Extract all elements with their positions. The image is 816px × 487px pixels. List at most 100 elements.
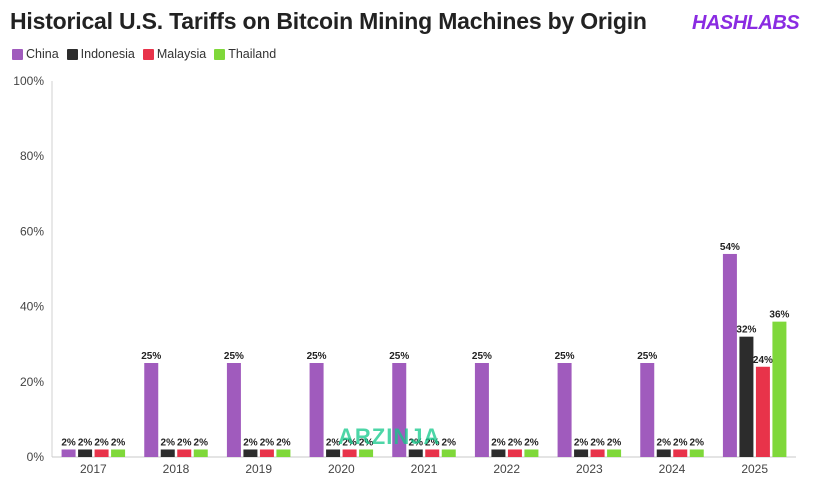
legend-item-indonesia: Indonesia <box>66 47 135 61</box>
data-label: 25% <box>637 351 657 362</box>
bar-china <box>309 363 324 457</box>
data-label: 2% <box>276 437 291 448</box>
data-label: 2% <box>243 437 258 448</box>
chart-legend: China Indonesia Malaysia Thailand <box>12 47 276 61</box>
bar-malaysia <box>259 449 274 457</box>
legend-label-china: China <box>26 47 59 61</box>
x-tick-label: 2025 <box>741 462 768 476</box>
bar-china <box>226 363 241 457</box>
bar-indonesia <box>656 449 671 457</box>
bar-china <box>61 449 76 457</box>
x-tick-label: 2023 <box>576 462 603 476</box>
bar-malaysia <box>342 449 357 457</box>
bar-indonesia <box>408 449 423 457</box>
legend-swatch-china <box>12 48 23 60</box>
x-tick-label: 2021 <box>411 462 438 476</box>
data-label: 2% <box>94 437 109 448</box>
data-label: 2% <box>425 437 440 448</box>
data-label: 25% <box>224 351 244 362</box>
data-label: 2% <box>508 437 523 448</box>
data-label: 2% <box>590 437 605 448</box>
data-label: 54% <box>720 242 740 253</box>
x-tick-label: 2022 <box>493 462 520 476</box>
bar-thailand <box>689 449 704 457</box>
x-tick-label: 2019 <box>245 462 272 476</box>
data-label: 24% <box>753 355 773 366</box>
data-label: 2% <box>177 437 192 448</box>
bar-thailand <box>772 321 787 457</box>
x-tick-label: 2018 <box>163 462 190 476</box>
data-label: 25% <box>472 351 492 362</box>
y-tick-label: 80% <box>20 149 44 163</box>
bar-thailand <box>193 449 208 457</box>
data-label: 2% <box>673 437 688 448</box>
bar-indonesia <box>739 336 754 457</box>
data-label: 2% <box>524 437 539 448</box>
data-label: 25% <box>141 351 161 362</box>
x-tick-label: 2024 <box>659 462 686 476</box>
bar-malaysia <box>590 449 605 457</box>
bar-malaysia <box>755 366 770 457</box>
data-label: 2% <box>342 437 357 448</box>
bar-malaysia <box>507 449 522 457</box>
data-label: 2% <box>657 437 672 448</box>
data-label: 2% <box>78 437 93 448</box>
chart-title: Historical U.S. Tariffs on Bitcoin Minin… <box>10 8 647 34</box>
bar-indonesia <box>574 449 589 457</box>
y-tick-label: 40% <box>20 300 44 314</box>
legend-item-malaysia: Malaysia <box>142 47 207 61</box>
bar-malaysia <box>425 449 440 457</box>
bar-malaysia <box>177 449 192 457</box>
data-label: 2% <box>359 437 374 448</box>
bar-malaysia <box>673 449 688 457</box>
data-label: 2% <box>607 437 622 448</box>
y-tick-label: 20% <box>20 375 44 389</box>
data-label: 2% <box>194 437 209 448</box>
data-label: 2% <box>111 437 126 448</box>
bar-china <box>640 363 655 457</box>
x-tick-label: 2020 <box>328 462 355 476</box>
legend-label-indonesia: Indonesia <box>80 47 135 61</box>
data-label: 2% <box>260 437 275 448</box>
data-label: 2% <box>690 437 705 448</box>
legend-swatch-malaysia <box>142 48 154 60</box>
bar-thailand <box>524 449 539 457</box>
bar-china <box>392 363 407 457</box>
bar-indonesia <box>160 449 175 457</box>
data-label: 2% <box>326 437 341 448</box>
bar-indonesia <box>326 449 341 457</box>
legend-swatch-indonesia <box>66 48 78 60</box>
legend-label-malaysia: Malaysia <box>156 47 207 61</box>
x-tick-label: 2017 <box>80 462 107 476</box>
data-label: 2% <box>491 437 506 448</box>
legend-label-thailand: Thailand <box>228 47 277 61</box>
bar-china <box>474 363 489 457</box>
legend-swatch-thailand <box>214 48 226 60</box>
data-label: 25% <box>389 351 409 362</box>
data-label: 36% <box>769 310 789 321</box>
legend-item-thailand: Thailand <box>214 47 276 61</box>
bar-indonesia <box>491 449 506 457</box>
y-tick-label: 100% <box>13 74 44 88</box>
bar-indonesia <box>243 449 258 457</box>
data-label: 2% <box>161 437 176 448</box>
bar-indonesia <box>78 449 93 457</box>
data-label: 2% <box>409 437 424 448</box>
bar-thailand <box>359 449 374 457</box>
bar-china <box>722 253 737 457</box>
data-label: 2% <box>574 437 589 448</box>
bar-china <box>557 363 572 457</box>
hashlabs-logo: HASHLABS <box>692 12 800 34</box>
y-tick-label: 60% <box>20 224 44 238</box>
bar-malaysia <box>94 449 109 457</box>
data-label: 32% <box>736 325 756 336</box>
bar-thailand <box>111 449 126 457</box>
data-label: 2% <box>442 437 457 448</box>
data-label: 25% <box>307 351 327 362</box>
bar-thailand <box>276 449 291 457</box>
data-label: 25% <box>555 351 575 362</box>
y-tick-label: 0% <box>27 450 45 464</box>
arzinja-watermark: ARZINJA <box>338 424 441 449</box>
bar-china <box>144 363 159 457</box>
